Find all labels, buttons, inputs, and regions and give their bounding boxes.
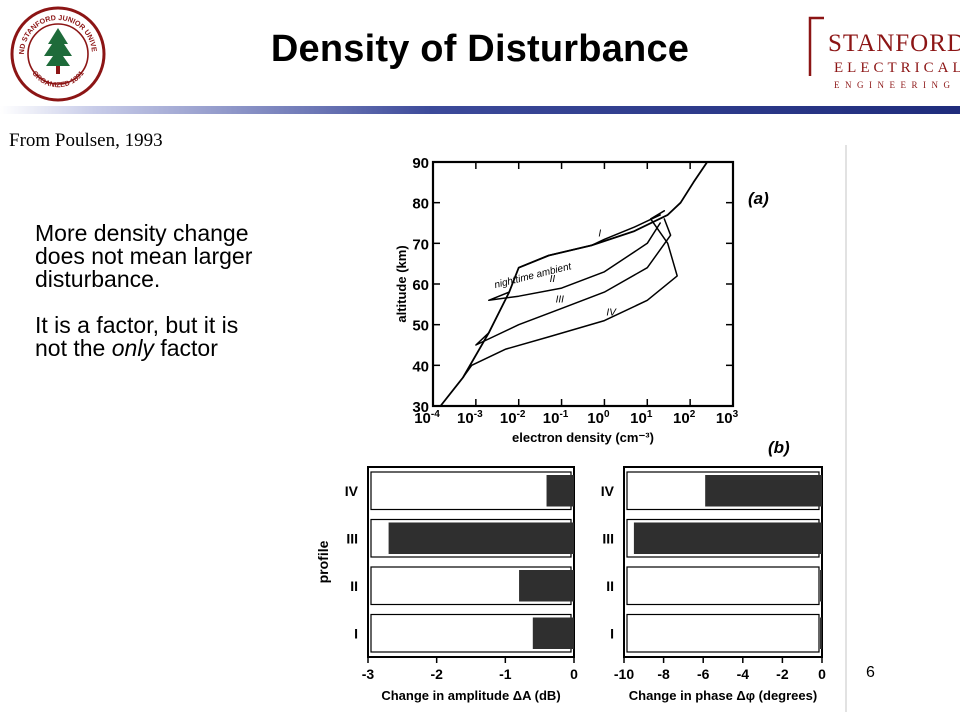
bar-II xyxy=(519,570,574,602)
x-tick-label: 102 xyxy=(673,409,696,427)
bullet-2-emphasis: only xyxy=(111,335,154,361)
bullet-2-text: It is a factor, but it is not the xyxy=(35,312,239,361)
y-tick-label: 60 xyxy=(412,277,429,294)
series-line-2 xyxy=(517,214,661,269)
x-tick-label: -2 xyxy=(776,666,789,682)
bar-II xyxy=(820,570,823,602)
panel-b-label: (b) xyxy=(768,438,790,457)
x-tick-label: 101 xyxy=(630,409,653,427)
category-label: II xyxy=(606,578,614,594)
x-tick-label: 100 xyxy=(587,409,610,427)
bullet-2-tail: factor xyxy=(153,335,218,361)
x-tick-label: -3 xyxy=(362,666,375,682)
x-tick-label: 10-4 xyxy=(414,409,440,427)
x-tick-label: 103 xyxy=(716,409,739,427)
category-label: II xyxy=(350,578,358,594)
category-label: IV xyxy=(601,483,615,499)
profile-row-box xyxy=(626,613,820,653)
bullet-list: More density change does not mean larger… xyxy=(35,222,275,383)
logo-line-1: STANFORD xyxy=(828,30,960,57)
x-tick-label: -4 xyxy=(737,666,750,682)
stanford-seal: LELAND STANFORD JUNIOR UNIVERSITY ORGANI… xyxy=(7,0,106,102)
x-tick-label: 10-3 xyxy=(457,409,483,427)
x-tick-label: -6 xyxy=(697,666,710,682)
title-rule xyxy=(0,106,960,114)
bar-panel-frame xyxy=(623,466,823,658)
x-tick-label: -10 xyxy=(614,666,634,682)
series-label-3: II xyxy=(550,274,556,285)
panel-a-ylabel: altitude (km) xyxy=(394,245,409,322)
figure-background xyxy=(305,145,849,713)
source-citation: From Poulsen, 1993 xyxy=(9,130,163,151)
bullet-1: More density change does not mean larger… xyxy=(35,222,275,291)
page-number: 6 xyxy=(866,664,875,681)
redwood-tree-icon xyxy=(44,28,72,74)
bar-panel-xlabel: Change in amplitude ΔA (dB) xyxy=(381,688,560,703)
series-line-5 xyxy=(462,210,678,379)
slide-title: Density of Disturbance xyxy=(270,28,690,70)
x-tick-label: 10-1 xyxy=(543,409,569,427)
panel-a-label: (a) xyxy=(748,189,769,208)
bar-panel-frame xyxy=(367,466,575,658)
panel-b-ylabel: profile xyxy=(315,540,331,583)
x-tick-label: 10-2 xyxy=(500,409,526,427)
series-label-5: IV xyxy=(606,308,617,319)
y-tick-label: 40 xyxy=(412,358,429,375)
category-label: III xyxy=(602,530,614,546)
profile-row-box xyxy=(626,566,820,606)
bar-panel-xlabel: Change in phase Δφ (degrees) xyxy=(629,688,817,703)
y-tick-label: 90 xyxy=(412,155,429,172)
category-label: I xyxy=(610,625,614,641)
bar-III xyxy=(388,522,574,554)
bar-IV xyxy=(705,475,822,507)
bullet-2: It is a factor, but it is not the only f… xyxy=(35,314,275,360)
x-tick-label: -1 xyxy=(499,666,512,682)
logo-line-3: ENGINEERING xyxy=(834,80,956,90)
panel-a-xlabel: electron density (cm⁻³) xyxy=(512,430,654,445)
y-tick-label: 80 xyxy=(412,196,429,213)
y-tick-label: 30 xyxy=(412,399,429,416)
poulsen-figure: (a) 30 40 50 60 70 80 90 10-4 10-3 10-2 10-1 100 101 1… xyxy=(305,145,849,713)
logo-bracket-icon xyxy=(808,16,824,76)
series-label-2: I xyxy=(598,228,601,239)
bar-IV xyxy=(546,475,574,507)
bar-I xyxy=(820,617,823,649)
category-label: I xyxy=(354,625,358,641)
bar-III xyxy=(633,522,822,554)
y-tick-label: 50 xyxy=(412,318,429,335)
series-label-4: III xyxy=(556,294,565,305)
logo-line-2: ELECTRICAL xyxy=(834,60,960,76)
stanford-ee-logo: STANFORD ELECTRICAL ENGINEERING xyxy=(806,16,960,90)
bar-I xyxy=(532,617,574,649)
category-label: III xyxy=(346,530,358,546)
series-line-3 xyxy=(488,222,661,302)
x-tick-label: -8 xyxy=(657,666,670,682)
x-tick-label: -2 xyxy=(430,666,443,682)
bullet-1-text: More density change does not mean larger… xyxy=(35,220,253,292)
seal-graphic: LELAND STANFORD JUNIOR UNIVERSITY ORGANI… xyxy=(7,0,106,102)
x-tick-label: 0 xyxy=(818,666,826,682)
x-tick-label: 0 xyxy=(570,666,578,682)
category-label: IV xyxy=(345,483,359,499)
y-tick-label: 70 xyxy=(412,236,429,253)
